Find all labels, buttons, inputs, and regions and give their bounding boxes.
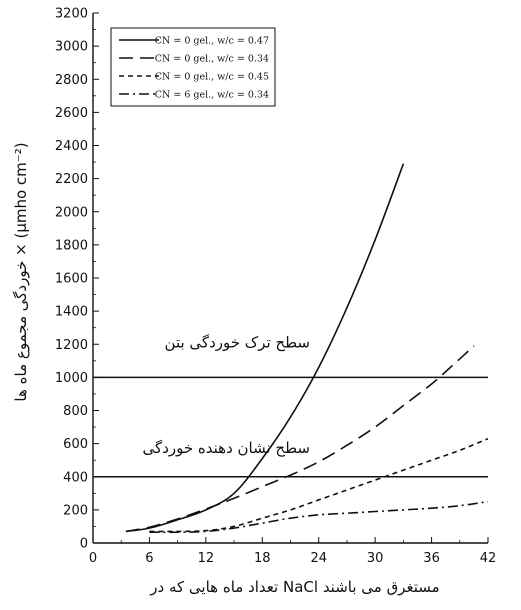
y-tick-label: 2600 — [55, 106, 88, 121]
y-tick-label: 800 — [63, 404, 88, 419]
legend-entry: CN = 0 gel., w/c = 0.45 — [155, 72, 269, 83]
x-tick-label: 24 — [310, 551, 327, 566]
y-tick-label: 2400 — [55, 139, 88, 154]
legend-box — [110, 27, 276, 107]
x-tick-label: 42 — [480, 551, 497, 566]
series-line — [149, 500, 489, 534]
x-tick-label: 30 — [367, 551, 384, 566]
x-axis-title: تعداد ماه هایی که در NaCl مستغرق می باشن… — [149, 578, 439, 596]
series-line — [125, 345, 475, 533]
y-tick-label: 1200 — [55, 338, 88, 353]
y-tick-label: 1600 — [55, 272, 88, 287]
reference-lines: سطح ترک خوردگی بتن سطح نشان دهنده خوردگی — [93, 333, 488, 478]
y-tick-label: 200 — [63, 503, 88, 518]
y-tick-label: 1400 — [55, 305, 88, 320]
x-tick-label: 12 — [198, 551, 215, 566]
y-tick-label: 1800 — [55, 238, 88, 253]
legend-entry: CN = 6 gel., w/c = 0.34 — [155, 90, 269, 101]
y-tick-label: 3000 — [55, 40, 88, 55]
x-tick-label: 6 — [145, 551, 153, 566]
series-line — [149, 437, 489, 533]
y-axis-title: خوردگی مجموع ماه ها × (µmho cm⁻²) — [12, 142, 30, 401]
y-tick-label: 1000 — [55, 371, 88, 386]
legend: CN = 0 gel., w/c = 0.47 CN = 0 gel., w/c … — [110, 27, 276, 107]
legend-entry: CN = 0 gel., w/c = 0.47 — [155, 36, 269, 47]
y-tick-label: 2000 — [55, 205, 88, 220]
y-tick-label: 2200 — [55, 172, 88, 187]
y-tick-label: 0 — [80, 537, 88, 552]
y-tick-label: 600 — [63, 437, 88, 452]
x-tick-label: 0 — [89, 551, 97, 566]
x-tick-label: 18 — [254, 551, 271, 566]
y-tick-label: 2800 — [55, 73, 88, 88]
x-tick-label: 36 — [423, 551, 440, 566]
reference-line-label: سطح نشان دهنده خوردگی — [143, 439, 310, 457]
y-tick-label: 3200 — [55, 7, 88, 22]
y-tick-label: 400 — [63, 470, 88, 485]
legend-entry: CN = 0 gel., w/c = 0.34 — [155, 54, 269, 65]
reference-line-label: سطح ترک خوردگی بتن — [165, 333, 310, 351]
axes: 0 200 400 600 800 1000 1200 1400 1600 1800 2000 220… — [55, 7, 496, 567]
series-lines — [125, 163, 489, 534]
